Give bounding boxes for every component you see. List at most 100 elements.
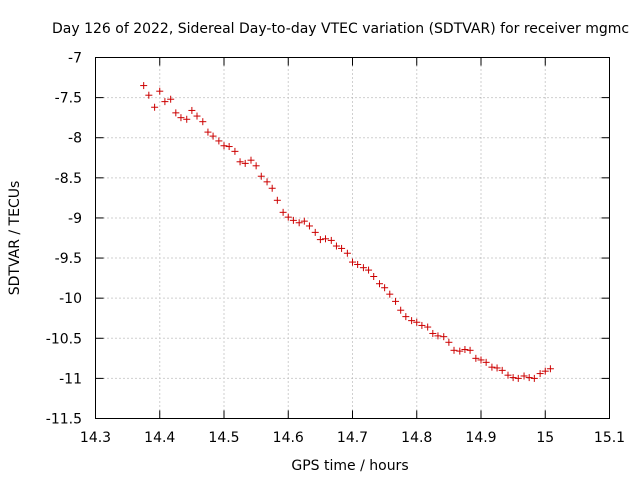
data-point <box>450 346 458 354</box>
data-point <box>156 87 164 95</box>
data-point <box>279 208 287 216</box>
data-point <box>161 98 169 106</box>
y-tick-labels: -7 -7.5 -8 -8.5 -9 -9.5 -10 -10.5 -11 -11.5 <box>46 51 82 428</box>
data-point <box>546 365 554 373</box>
y-tick-label: -8 <box>68 131 82 147</box>
y-tick-label: -7 <box>68 51 82 67</box>
data-point <box>231 147 239 155</box>
data-point <box>349 258 356 266</box>
data-point <box>204 128 212 136</box>
x-tick-label: 14.6 <box>273 430 304 446</box>
y-tick-label: -10 <box>59 291 82 307</box>
x-tick-label: 14.5 <box>208 430 239 446</box>
x-tick-labels: 14.3 14.4 14.5 14.6 14.7 14.8 14.9 15 15.1 <box>80 430 625 446</box>
data-point <box>477 356 485 364</box>
data-point <box>429 329 437 337</box>
data-point <box>509 374 517 382</box>
data-point <box>536 370 544 378</box>
y-tick-label: -8.5 <box>55 171 82 187</box>
data-point <box>305 222 313 230</box>
data-point <box>247 156 255 164</box>
data-point <box>541 367 549 375</box>
x-tick-label: 14.8 <box>401 430 432 446</box>
data-point <box>434 332 442 340</box>
data-point <box>445 338 453 346</box>
data-point <box>252 162 260 170</box>
data-point <box>466 346 474 354</box>
data-point <box>359 264 367 272</box>
data-point <box>300 217 308 225</box>
data-point <box>413 318 421 326</box>
grid <box>95 57 610 419</box>
data-point <box>188 106 196 114</box>
data-point <box>424 323 432 331</box>
chart-title: Day 126 of 2022, Sidereal Day-to-day VTE… <box>52 21 629 37</box>
data-point <box>397 306 405 314</box>
data-point <box>167 95 175 103</box>
data-point <box>381 284 389 292</box>
data-point <box>209 132 217 140</box>
x-tick-label: 15 <box>536 430 554 446</box>
y-tick-label: -7.5 <box>55 91 82 107</box>
data-point <box>418 321 426 329</box>
data-point <box>338 244 346 252</box>
data-point <box>177 114 185 122</box>
plot-frame <box>95 57 610 419</box>
data-point <box>354 260 362 268</box>
data-point <box>220 142 228 150</box>
data-point <box>514 374 522 382</box>
data-point <box>311 228 319 236</box>
data-point <box>316 236 324 244</box>
data-point <box>193 112 201 120</box>
data-point <box>151 103 159 111</box>
data-point <box>225 143 233 151</box>
x-tick-label: 15.1 <box>594 430 625 446</box>
data-points <box>140 82 554 382</box>
x-tick-label: 14.9 <box>465 430 496 446</box>
x-tick-label: 14.4 <box>144 430 175 446</box>
data-point <box>440 333 448 341</box>
data-point <box>408 317 416 325</box>
data-point <box>482 358 490 366</box>
y-tick-label: -11.5 <box>46 412 82 428</box>
data-point <box>386 290 394 298</box>
data-point <box>461 346 469 354</box>
data-point <box>472 354 480 362</box>
data-point <box>327 236 335 244</box>
y-tick-label: -10.5 <box>46 331 82 347</box>
data-point <box>140 82 148 90</box>
data-point <box>343 249 351 257</box>
data-point <box>402 313 410 321</box>
y-tick-label: -9.5 <box>55 251 82 267</box>
data-point <box>530 374 538 382</box>
data-point <box>498 366 506 374</box>
data-point <box>257 172 265 180</box>
data-point <box>145 91 153 99</box>
x-tick-label: 14.7 <box>337 430 368 446</box>
data-point <box>322 235 330 243</box>
data-point <box>365 266 373 274</box>
data-point <box>488 363 496 371</box>
data-point <box>370 273 378 281</box>
data-point <box>236 158 244 166</box>
data-point <box>289 216 297 224</box>
y-tick-label: -11 <box>59 371 82 387</box>
data-point <box>273 196 281 204</box>
data-point <box>241 159 249 167</box>
data-point <box>504 371 512 379</box>
data-point <box>284 213 292 221</box>
data-point <box>493 364 501 372</box>
data-point <box>199 118 207 126</box>
data-point <box>268 184 276 192</box>
data-point <box>295 219 303 227</box>
data-point <box>520 372 528 380</box>
data-point <box>456 347 464 355</box>
data-point <box>215 137 223 145</box>
data-point <box>375 280 383 288</box>
data-point <box>263 178 271 186</box>
data-point <box>183 115 191 123</box>
x-tick-label: 14.3 <box>80 430 111 446</box>
y-tick-label: -9 <box>68 211 82 227</box>
data-point <box>525 374 533 382</box>
